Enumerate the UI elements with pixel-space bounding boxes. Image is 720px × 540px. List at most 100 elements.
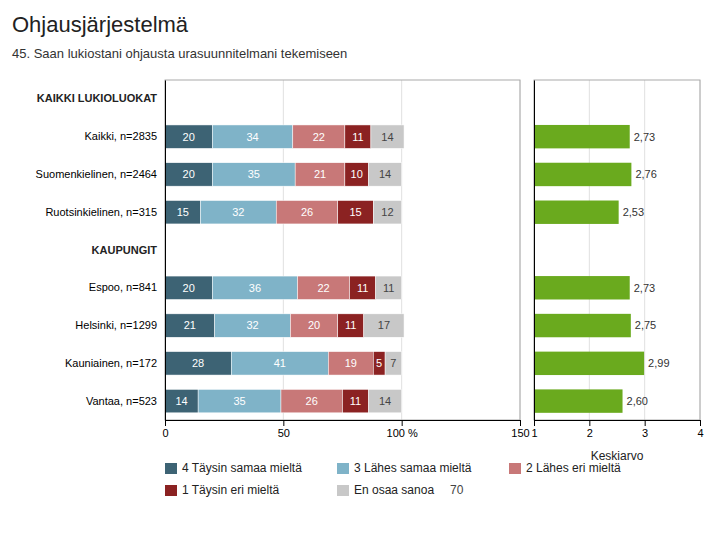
title: Ohjausjärjestelmä — [12, 12, 189, 37]
legend-item: 3 Lähes samaa mieltä — [337, 461, 472, 475]
y-tick-label: Ruotsinkielinen, n=315 — [45, 206, 157, 218]
x-tick: 1 — [531, 420, 537, 439]
subtitle: 45. Saan lukiostani ohjausta urasuunnite… — [12, 46, 347, 61]
x-axis: 0 50 100 % 150 — [162, 420, 529, 439]
bar-segment — [165, 276, 212, 299]
y-tick: Espoo, n=841 — [89, 281, 165, 293]
data-label: 11 — [345, 319, 356, 331]
plot-frame — [534, 80, 700, 420]
data-label: 28 — [192, 357, 204, 369]
y-tick: Suomenkielinen, n=2464 — [36, 168, 165, 180]
x-tick-label: 150 — [511, 427, 529, 439]
bar — [534, 314, 631, 337]
x-tick: 50 — [278, 420, 290, 439]
legend-item: En osaa sanoa — [337, 483, 434, 497]
bar-segment — [212, 163, 295, 186]
data-label: 26 — [301, 206, 313, 218]
legend-swatch — [509, 463, 521, 474]
bar-segment — [343, 389, 369, 412]
legend-swatch — [337, 485, 349, 496]
bar-segment — [373, 201, 401, 224]
data-label: 14 — [379, 395, 391, 407]
bar — [534, 125, 630, 148]
data-label: 21 — [314, 168, 326, 180]
bar-segment — [376, 276, 402, 299]
legend-item: 1 Täysin eri mieltä — [165, 483, 279, 497]
bar — [534, 389, 623, 412]
data-label: 2,76 — [635, 168, 656, 180]
grid — [534, 80, 700, 420]
x-tick-label: 50 — [278, 427, 290, 439]
legend-label: 4 Täysin samaa mieltä — [182, 461, 302, 475]
bar-segment — [338, 314, 364, 337]
data-label: 11 — [350, 395, 361, 407]
x-tick: 100 % — [387, 420, 418, 439]
x-tick-label: 4 — [697, 427, 703, 439]
legend-swatch — [165, 463, 177, 474]
x-tick-mark — [283, 420, 284, 426]
grid — [165, 80, 520, 420]
x-tick-mark — [589, 420, 590, 426]
data-label: 11 — [357, 282, 368, 294]
data-label: 36 — [249, 282, 261, 294]
y-tick-label: Espoo, n=841 — [89, 281, 157, 293]
legend-label: 1 Täysin eri mieltä — [182, 483, 279, 497]
data-label: 14 — [175, 395, 187, 407]
y-tick-label: KAIKKI LUKIOLUOKAT — [37, 92, 157, 104]
x-tick-mark — [402, 420, 403, 426]
data-label: 5 — [376, 357, 382, 369]
data-label: 35 — [233, 395, 245, 407]
data-label: 20 — [183, 131, 195, 143]
bar-segment — [371, 125, 404, 148]
data-label: 7 — [390, 357, 396, 369]
bar-segment — [212, 276, 297, 299]
bar — [534, 352, 644, 375]
data-label: 17 — [378, 319, 390, 331]
chart-svg: Ohjausjärjestelmä 45. Saan lukiostani ohj… — [0, 0, 720, 540]
chart-root: Ohjausjärjestelmä 45. Saan lukiostani ohj… — [0, 0, 720, 540]
y-axis-line — [534, 81, 535, 421]
y-tick: KAIKKI LUKIOLUOKAT — [37, 92, 165, 104]
legend-label: 3 Lähes samaa mieltä — [354, 461, 472, 475]
legend-label: 2 Lähes eri mieltä — [526, 461, 621, 475]
data-label: 14 — [379, 168, 391, 180]
legend-item: 4 Täysin samaa mieltä — [165, 461, 302, 475]
bar-segment — [201, 201, 277, 224]
bar-segment — [281, 389, 343, 412]
bar-segment — [212, 125, 292, 148]
data-label: 2,73 — [634, 131, 655, 143]
annotation: 70 — [450, 483, 464, 497]
data-label: 15 — [349, 206, 361, 218]
bar — [534, 276, 630, 299]
legend-swatch — [337, 463, 349, 474]
x-tick: 0 — [162, 420, 168, 439]
bars — [534, 125, 644, 413]
y-tick: KAUPUNGIT — [92, 244, 165, 256]
data-label: 12 — [381, 206, 393, 218]
y-tick: Helsinki, n=1299 — [75, 319, 165, 331]
legend-item: 2 Lähes eri mieltä — [509, 461, 621, 475]
x-axis-line — [166, 421, 521, 427]
bar — [534, 163, 631, 186]
legend-swatch — [165, 485, 177, 496]
data-label: 2,53 — [623, 206, 644, 218]
data-label: 21 — [184, 319, 196, 331]
y-tick-label: Kaikki, n=2835 — [85, 130, 157, 142]
data-label: 34 — [246, 131, 258, 143]
bar-segment — [198, 389, 281, 412]
x-tick-mark — [534, 420, 535, 426]
bar-segment — [373, 352, 385, 375]
x-tick-mark — [165, 420, 166, 426]
data-label: 26 — [306, 395, 318, 407]
data-label: 11 — [352, 131, 363, 143]
x-tick: 3 — [642, 420, 648, 439]
bar-segment — [165, 352, 231, 375]
bar-segment — [298, 276, 350, 299]
y-tick-label: Vantaa, n=523 — [86, 395, 157, 407]
bar-segment — [215, 314, 291, 337]
plot-frame — [165, 80, 520, 420]
x-axis: 1234 — [531, 420, 703, 439]
bar-segment — [165, 163, 212, 186]
data-label: 32 — [246, 319, 258, 331]
legend-label: En osaa sanoa — [354, 483, 434, 497]
